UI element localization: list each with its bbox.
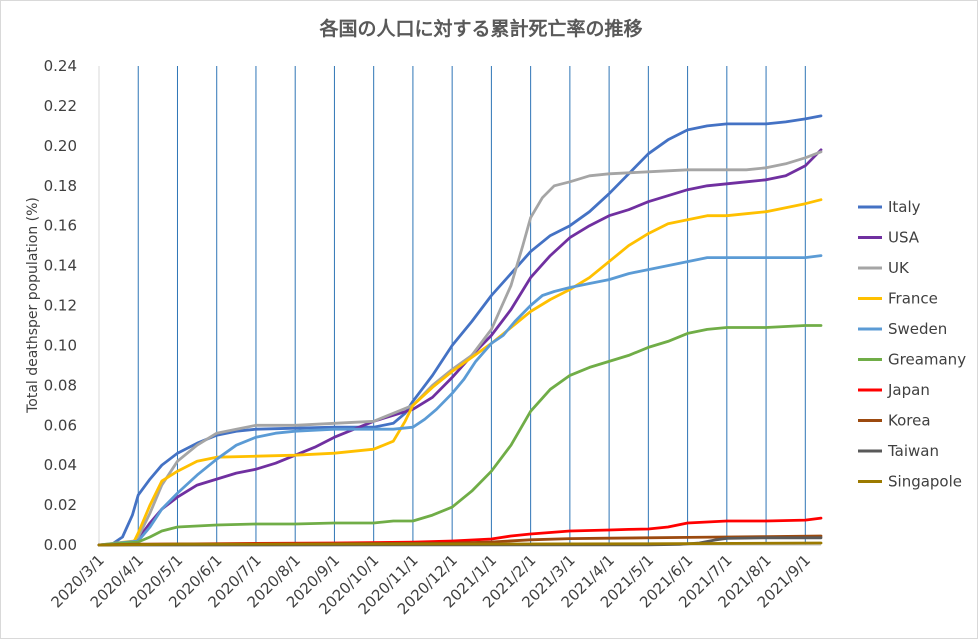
y-tick-label: 0.16 xyxy=(44,217,77,235)
y-tick-label: 0.18 xyxy=(44,177,77,195)
y-axis-label: Total deathsper population (%) xyxy=(25,197,41,414)
chart-title: 各国の人口に対する累計死亡率の推移 xyxy=(318,17,642,40)
y-tick-label: 0.06 xyxy=(44,416,77,434)
legend-label-italy: Italy xyxy=(888,198,921,216)
y-tick-label: 0.04 xyxy=(44,456,77,474)
y-tick-label: 0.22 xyxy=(44,97,77,115)
legend-label-korea: Korea xyxy=(888,412,931,430)
series-line-usa xyxy=(97,148,823,547)
y-tick-label: 0.00 xyxy=(44,536,77,554)
legend: Italy USA UK France Sweden Greamany Japan Korea… xyxy=(858,198,966,491)
y-tick-label: 0.08 xyxy=(44,376,77,394)
legend-label-singapole: Singapole xyxy=(888,473,962,491)
series-line-france xyxy=(97,198,823,547)
legend-label-taiwan: Taiwan xyxy=(887,442,939,460)
series-line-uk xyxy=(97,150,823,547)
y-tick-label: 0.20 xyxy=(44,137,77,155)
y-tick-label: 0.10 xyxy=(44,336,77,354)
plot-area: 2020/3/12020/4/12020/5/12020/6/12020/7/1… xyxy=(44,57,823,618)
series-line-sweden xyxy=(97,254,823,547)
legend-label-sweden: Sweden xyxy=(888,320,947,338)
y-tick-label: 0.02 xyxy=(44,496,77,514)
y-tick-label: 0.12 xyxy=(44,297,77,315)
series-line-singapole xyxy=(97,541,823,547)
y-tick-label: 0.24 xyxy=(44,57,77,75)
legend-label-japan: Japan xyxy=(887,381,930,399)
y-tick-label: 0.14 xyxy=(44,257,77,275)
series-line-italy xyxy=(97,114,823,547)
legend-label-usa: USA xyxy=(888,229,920,247)
series-line-greamany xyxy=(97,324,823,547)
legend-label-greamany: Greamany xyxy=(888,351,966,369)
legend-label-france: France xyxy=(888,290,938,308)
legend-label-uk: UK xyxy=(888,259,910,277)
